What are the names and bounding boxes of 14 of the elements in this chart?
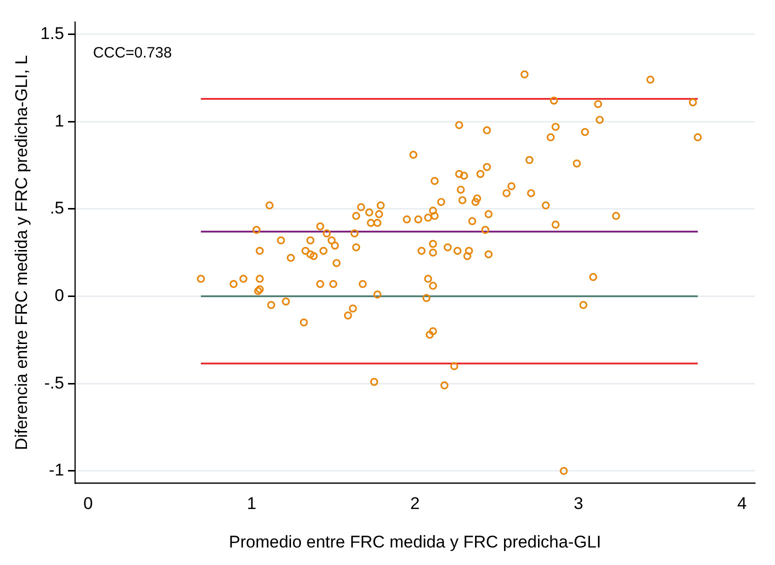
x-tick-label: 0: [83, 494, 93, 514]
x-tick-label: 4: [737, 494, 747, 514]
x-tick-label: 1: [246, 494, 256, 514]
y-tick-label: 1.5: [40, 24, 64, 43]
x-tick-label: 2: [410, 494, 420, 514]
x-tick-label: 3: [574, 494, 584, 514]
y-tick-label: -1: [48, 460, 64, 480]
y-tick-label: .5: [50, 198, 64, 218]
annotation: CCC=0.738: [93, 44, 172, 62]
y-tick-label: 1: [54, 111, 64, 130]
y-tick-label: -.5: [44, 373, 64, 392]
y-tick-label: 0: [54, 286, 64, 305]
x-axis-title: Promedio entre FRC medida y FRC predicha-GLI: [228, 532, 602, 552]
y-axis-title: Diferencia entre FRC medida y FRC predicha-GLI, L: [12, 55, 31, 450]
